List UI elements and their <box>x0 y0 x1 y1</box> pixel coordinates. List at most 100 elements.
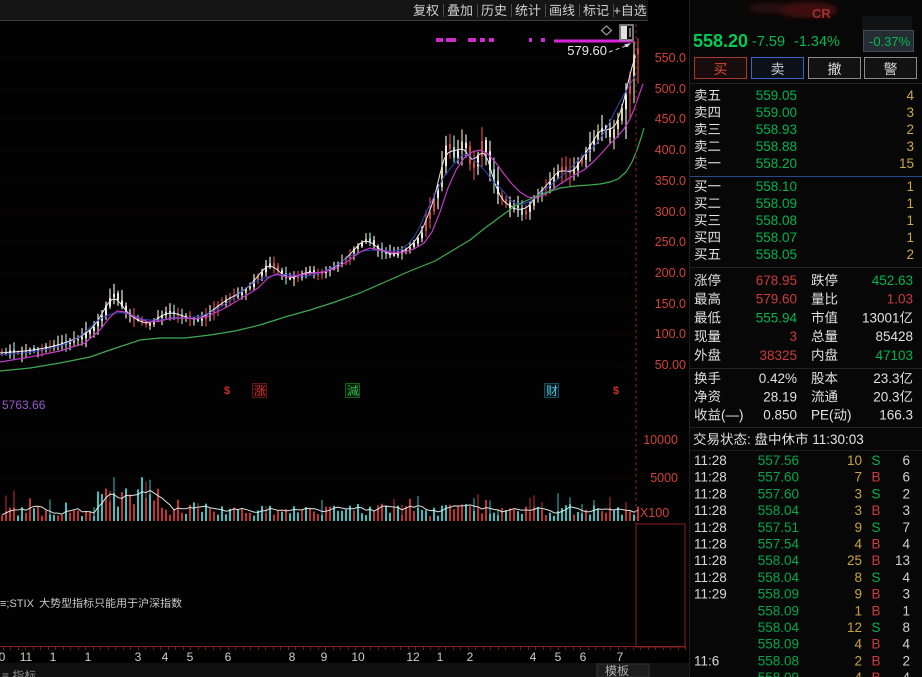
svg-text:4: 4 <box>902 637 910 652</box>
svg-text:2: 2 <box>902 486 910 501</box>
svg-text:11:29: 11:29 <box>694 587 727 602</box>
svg-text:11:28: 11:28 <box>694 537 727 552</box>
svg-text:558.04: 558.04 <box>758 570 800 585</box>
svg-text:38325: 38325 <box>760 348 798 363</box>
svg-text:2: 2 <box>854 653 862 668</box>
svg-text:3: 3 <box>790 329 798 344</box>
svg-text:B: B <box>871 553 880 568</box>
svg-text:558.08: 558.08 <box>756 213 797 228</box>
svg-text:85428: 85428 <box>876 329 914 344</box>
svg-text:3: 3 <box>854 486 862 501</box>
svg-text:1: 1 <box>906 196 914 211</box>
svg-text:2: 2 <box>906 247 914 262</box>
svg-text:8: 8 <box>902 620 910 635</box>
svg-text:678.95: 678.95 <box>756 273 797 288</box>
svg-text:5763.66: 5763.66 <box>2 398 46 412</box>
svg-text:9: 9 <box>854 587 862 602</box>
svg-text:1: 1 <box>902 603 910 618</box>
svg-text:3: 3 <box>906 105 914 120</box>
svg-text:B: B <box>871 653 880 668</box>
svg-text:23.3: 23.3 <box>873 371 899 386</box>
svg-text:28.19: 28.19 <box>763 389 797 404</box>
svg-text:≡;STIX: ≡;STIX <box>0 598 35 610</box>
svg-text:4: 4 <box>530 650 537 664</box>
svg-text:4: 4 <box>854 670 862 677</box>
svg-text:3: 3 <box>906 139 914 154</box>
svg-text:$: $ <box>224 385 230 397</box>
svg-text:7: 7 <box>617 650 624 664</box>
svg-text:3: 3 <box>135 650 142 664</box>
svg-text:1: 1 <box>50 650 57 664</box>
svg-text:452.63: 452.63 <box>872 273 913 288</box>
svg-text:S: S <box>871 520 880 535</box>
svg-text:0: 0 <box>0 650 6 664</box>
svg-text:11:28: 11:28 <box>694 503 727 518</box>
svg-text:4: 4 <box>854 537 862 552</box>
svg-text:200.0: 200.0 <box>655 266 686 280</box>
svg-text:-0.37%: -0.37% <box>869 34 911 49</box>
svg-text:450.0: 450.0 <box>655 112 686 126</box>
svg-text:250.0: 250.0 <box>655 235 686 249</box>
svg-text:10: 10 <box>351 650 365 664</box>
svg-text:557.51: 557.51 <box>758 520 799 535</box>
svg-text:2: 2 <box>902 653 910 668</box>
svg-text:559.05: 559.05 <box>756 88 797 103</box>
svg-text:559.00: 559.00 <box>756 105 797 120</box>
svg-text:11:6: 11:6 <box>694 653 719 668</box>
svg-text:): ) <box>847 408 852 423</box>
svg-text:10000: 10000 <box>643 433 678 447</box>
svg-text:2: 2 <box>467 650 474 664</box>
svg-text:0.850: 0.850 <box>763 408 797 423</box>
svg-text:13: 13 <box>895 553 910 568</box>
svg-text:47103: 47103 <box>876 348 914 363</box>
svg-text:15: 15 <box>899 156 914 171</box>
svg-text:B: B <box>871 637 880 652</box>
svg-text:+: + <box>613 3 621 18</box>
svg-text:12: 12 <box>406 650 420 664</box>
svg-text:557.60: 557.60 <box>758 486 799 501</box>
svg-text:7: 7 <box>854 470 862 485</box>
svg-text:4: 4 <box>902 537 910 552</box>
svg-text:$: $ <box>613 385 619 397</box>
svg-text:S: S <box>871 453 880 468</box>
svg-text:11:28: 11:28 <box>694 520 727 535</box>
svg-text:11:28: 11:28 <box>694 570 727 585</box>
svg-text:1.03: 1.03 <box>887 292 913 307</box>
svg-text:558.04: 558.04 <box>758 553 800 568</box>
svg-text:1: 1 <box>437 650 444 664</box>
svg-text:558.10: 558.10 <box>756 179 797 194</box>
svg-text:13001: 13001 <box>862 310 900 325</box>
svg-text:558.88: 558.88 <box>756 139 797 154</box>
svg-text:B: B <box>871 537 880 552</box>
svg-text:4: 4 <box>162 650 169 664</box>
svg-text:558.20: 558.20 <box>756 156 797 171</box>
svg-text:558.09: 558.09 <box>758 637 799 652</box>
svg-text:(—): (—) <box>721 408 744 423</box>
svg-text:1: 1 <box>906 230 914 245</box>
svg-text:558.20: 558.20 <box>693 31 748 51</box>
svg-text:B: B <box>871 603 880 618</box>
svg-text:25: 25 <box>847 553 862 568</box>
svg-text:4: 4 <box>854 637 862 652</box>
svg-text:S: S <box>871 620 880 635</box>
svg-text:8: 8 <box>289 650 296 664</box>
svg-text:4: 4 <box>902 670 910 677</box>
svg-text:5: 5 <box>555 650 562 664</box>
svg-text:7: 7 <box>902 520 910 535</box>
svg-text:1: 1 <box>906 179 914 194</box>
svg-text:558.09: 558.09 <box>758 670 799 677</box>
svg-text:B: B <box>871 587 880 602</box>
svg-text:S: S <box>871 570 880 585</box>
svg-text:3: 3 <box>902 503 910 518</box>
svg-text:11:28: 11:28 <box>694 553 727 568</box>
svg-text:350.0: 350.0 <box>655 174 686 188</box>
svg-text:B: B <box>871 470 880 485</box>
svg-text:557.54: 557.54 <box>758 537 800 552</box>
svg-text:S: S <box>871 486 880 501</box>
svg-text:3: 3 <box>854 503 862 518</box>
svg-text:CR: CR <box>812 6 831 21</box>
svg-text:558.07: 558.07 <box>756 230 797 245</box>
svg-text:579.60: 579.60 <box>567 43 607 58</box>
svg-text:-1.34%: -1.34% <box>794 34 840 50</box>
svg-text:11:28: 11:28 <box>694 453 727 468</box>
